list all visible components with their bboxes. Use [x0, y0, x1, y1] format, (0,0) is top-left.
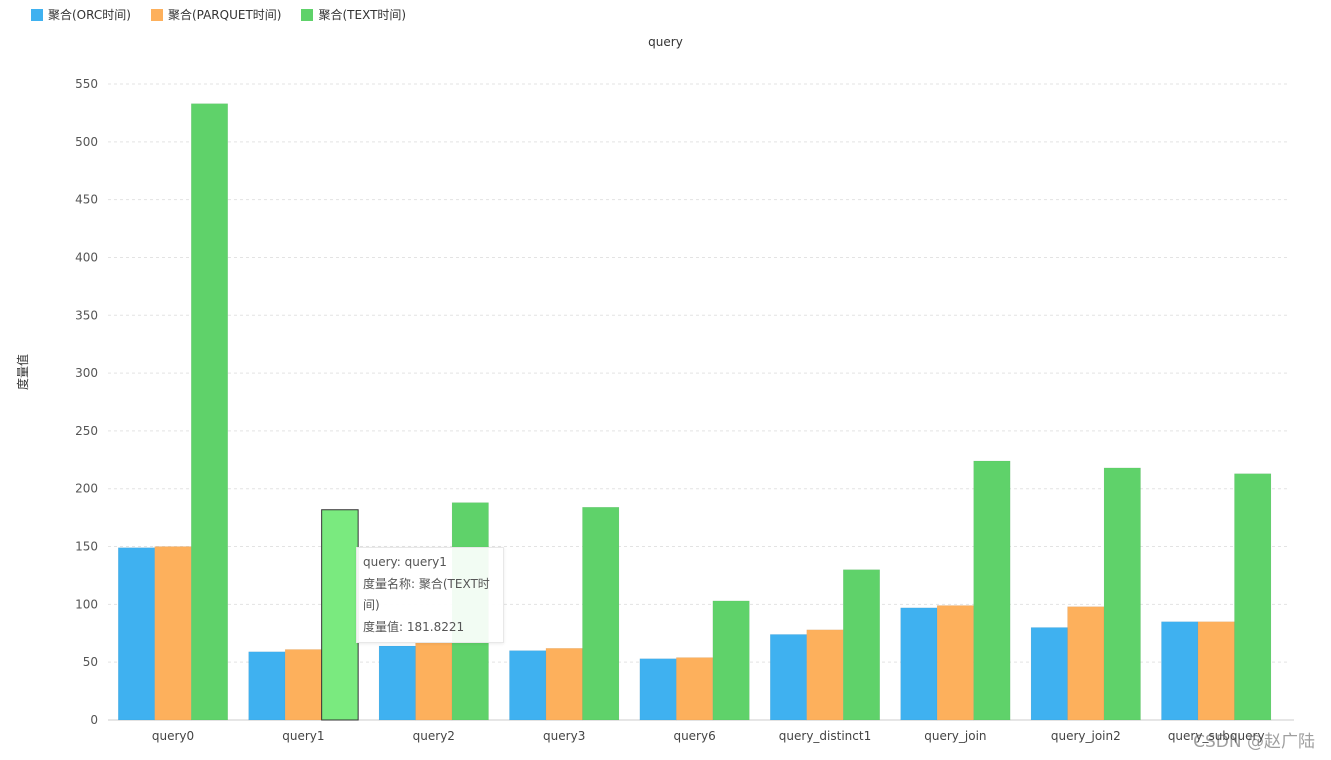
tooltip-line-query: query: query1 [363, 555, 447, 569]
legend-label-text: 聚合(TEXT时间) [318, 8, 407, 22]
bar-query3-s0[interactable] [509, 650, 547, 721]
x-tick-label: query_join [924, 729, 986, 743]
x-tick-label: query1 [282, 729, 324, 743]
y-tick-label: 400 [75, 250, 98, 264]
bar-query0-s0[interactable] [118, 547, 155, 721]
x-tick-label: query3 [543, 729, 585, 743]
y-tick-label: 300 [75, 366, 98, 380]
legend-swatch-text [301, 8, 314, 21]
legend-item-parquet[interactable]: 聚合(PARQUET时间) [150, 6, 282, 23]
bar-query_distinct1-s2[interactable] [843, 569, 880, 721]
x-tick-label: query_distinct1 [779, 729, 871, 743]
legend-label-parquet: 聚合(PARQUET时间) [167, 8, 282, 22]
bar-query_join-s2[interactable] [973, 460, 1011, 721]
tooltip: query: query1 度量名称: 聚合(TEXT时间) 度量值: 181.… [356, 547, 504, 643]
y-tick-label: 100 [75, 597, 98, 611]
x-tick-label: query6 [673, 729, 715, 743]
bar-query6-s2[interactable] [712, 600, 750, 721]
x-tick-label: query2 [413, 729, 455, 743]
legend-item-text[interactable]: 聚合(TEXT时间) [301, 6, 406, 23]
bar-query2-s0[interactable] [378, 645, 416, 721]
tooltip-line-measure-name: 度量名称: 聚合(TEXT时间) [363, 576, 490, 613]
bar-query_distinct1-s1[interactable] [806, 629, 844, 721]
tooltip-line-measure-value: 度量值: 181.8221 [363, 619, 465, 634]
y-tick-label: 250 [75, 424, 98, 438]
y-tick-label: 450 [75, 193, 98, 207]
bar-query_join2-s2[interactable] [1103, 467, 1141, 721]
x-tick-label: query_join2 [1051, 729, 1121, 743]
legend-label-orc: 聚合(ORC时间) [48, 8, 131, 22]
legend-swatch-parquet [150, 8, 163, 21]
y-tick-label: 500 [75, 135, 98, 149]
bar-query2-s1[interactable] [415, 642, 453, 721]
bar-query0-s1[interactable] [154, 546, 192, 721]
bar-query0-s2[interactable] [191, 103, 228, 721]
bar-query3-s2[interactable] [582, 506, 620, 721]
bar-query_subquery-s1[interactable] [1197, 621, 1235, 721]
watermark: CSDN @赵广陆 [1193, 732, 1315, 752]
bar-query_subquery-s2[interactable] [1234, 473, 1272, 721]
bar-query_join2-s1[interactable] [1067, 606, 1105, 721]
bar-query_subquery-s0[interactable] [1161, 621, 1199, 721]
bar-query1-s1[interactable] [284, 649, 322, 721]
y-tick-label: 0 [90, 713, 98, 727]
x-tick-label: query0 [152, 729, 194, 743]
y-tick-label: 50 [83, 655, 98, 669]
bar-query1-s2[interactable] [321, 509, 359, 721]
legend-item-orc[interactable]: 聚合(ORC时间) [31, 6, 131, 23]
y-tick-label: 350 [75, 308, 98, 322]
x-tick-label: query_subquery [1168, 729, 1265, 743]
bar-query_join2-s0[interactable] [1030, 627, 1068, 721]
bar-query_distinct1-s0[interactable] [770, 634, 807, 721]
bar-query1-s0[interactable] [248, 651, 286, 721]
bar-query3-s1[interactable] [545, 648, 583, 721]
y-tick-label: 200 [75, 482, 98, 496]
bar-query_join-s1[interactable] [936, 605, 974, 721]
y-tick-label: 550 [75, 77, 98, 91]
bar-query_join-s0[interactable] [900, 607, 938, 721]
chart-title: query [648, 35, 683, 49]
legend-swatch-orc [31, 8, 43, 21]
bar-query6-s1[interactable] [676, 657, 714, 721]
bar-query6-s0[interactable] [639, 658, 677, 721]
y-tick-label: 150 [75, 540, 98, 554]
legend: 聚合(ORC时间) 聚合(PARQUET时间) 聚合(TEXT时间) [31, 6, 406, 23]
